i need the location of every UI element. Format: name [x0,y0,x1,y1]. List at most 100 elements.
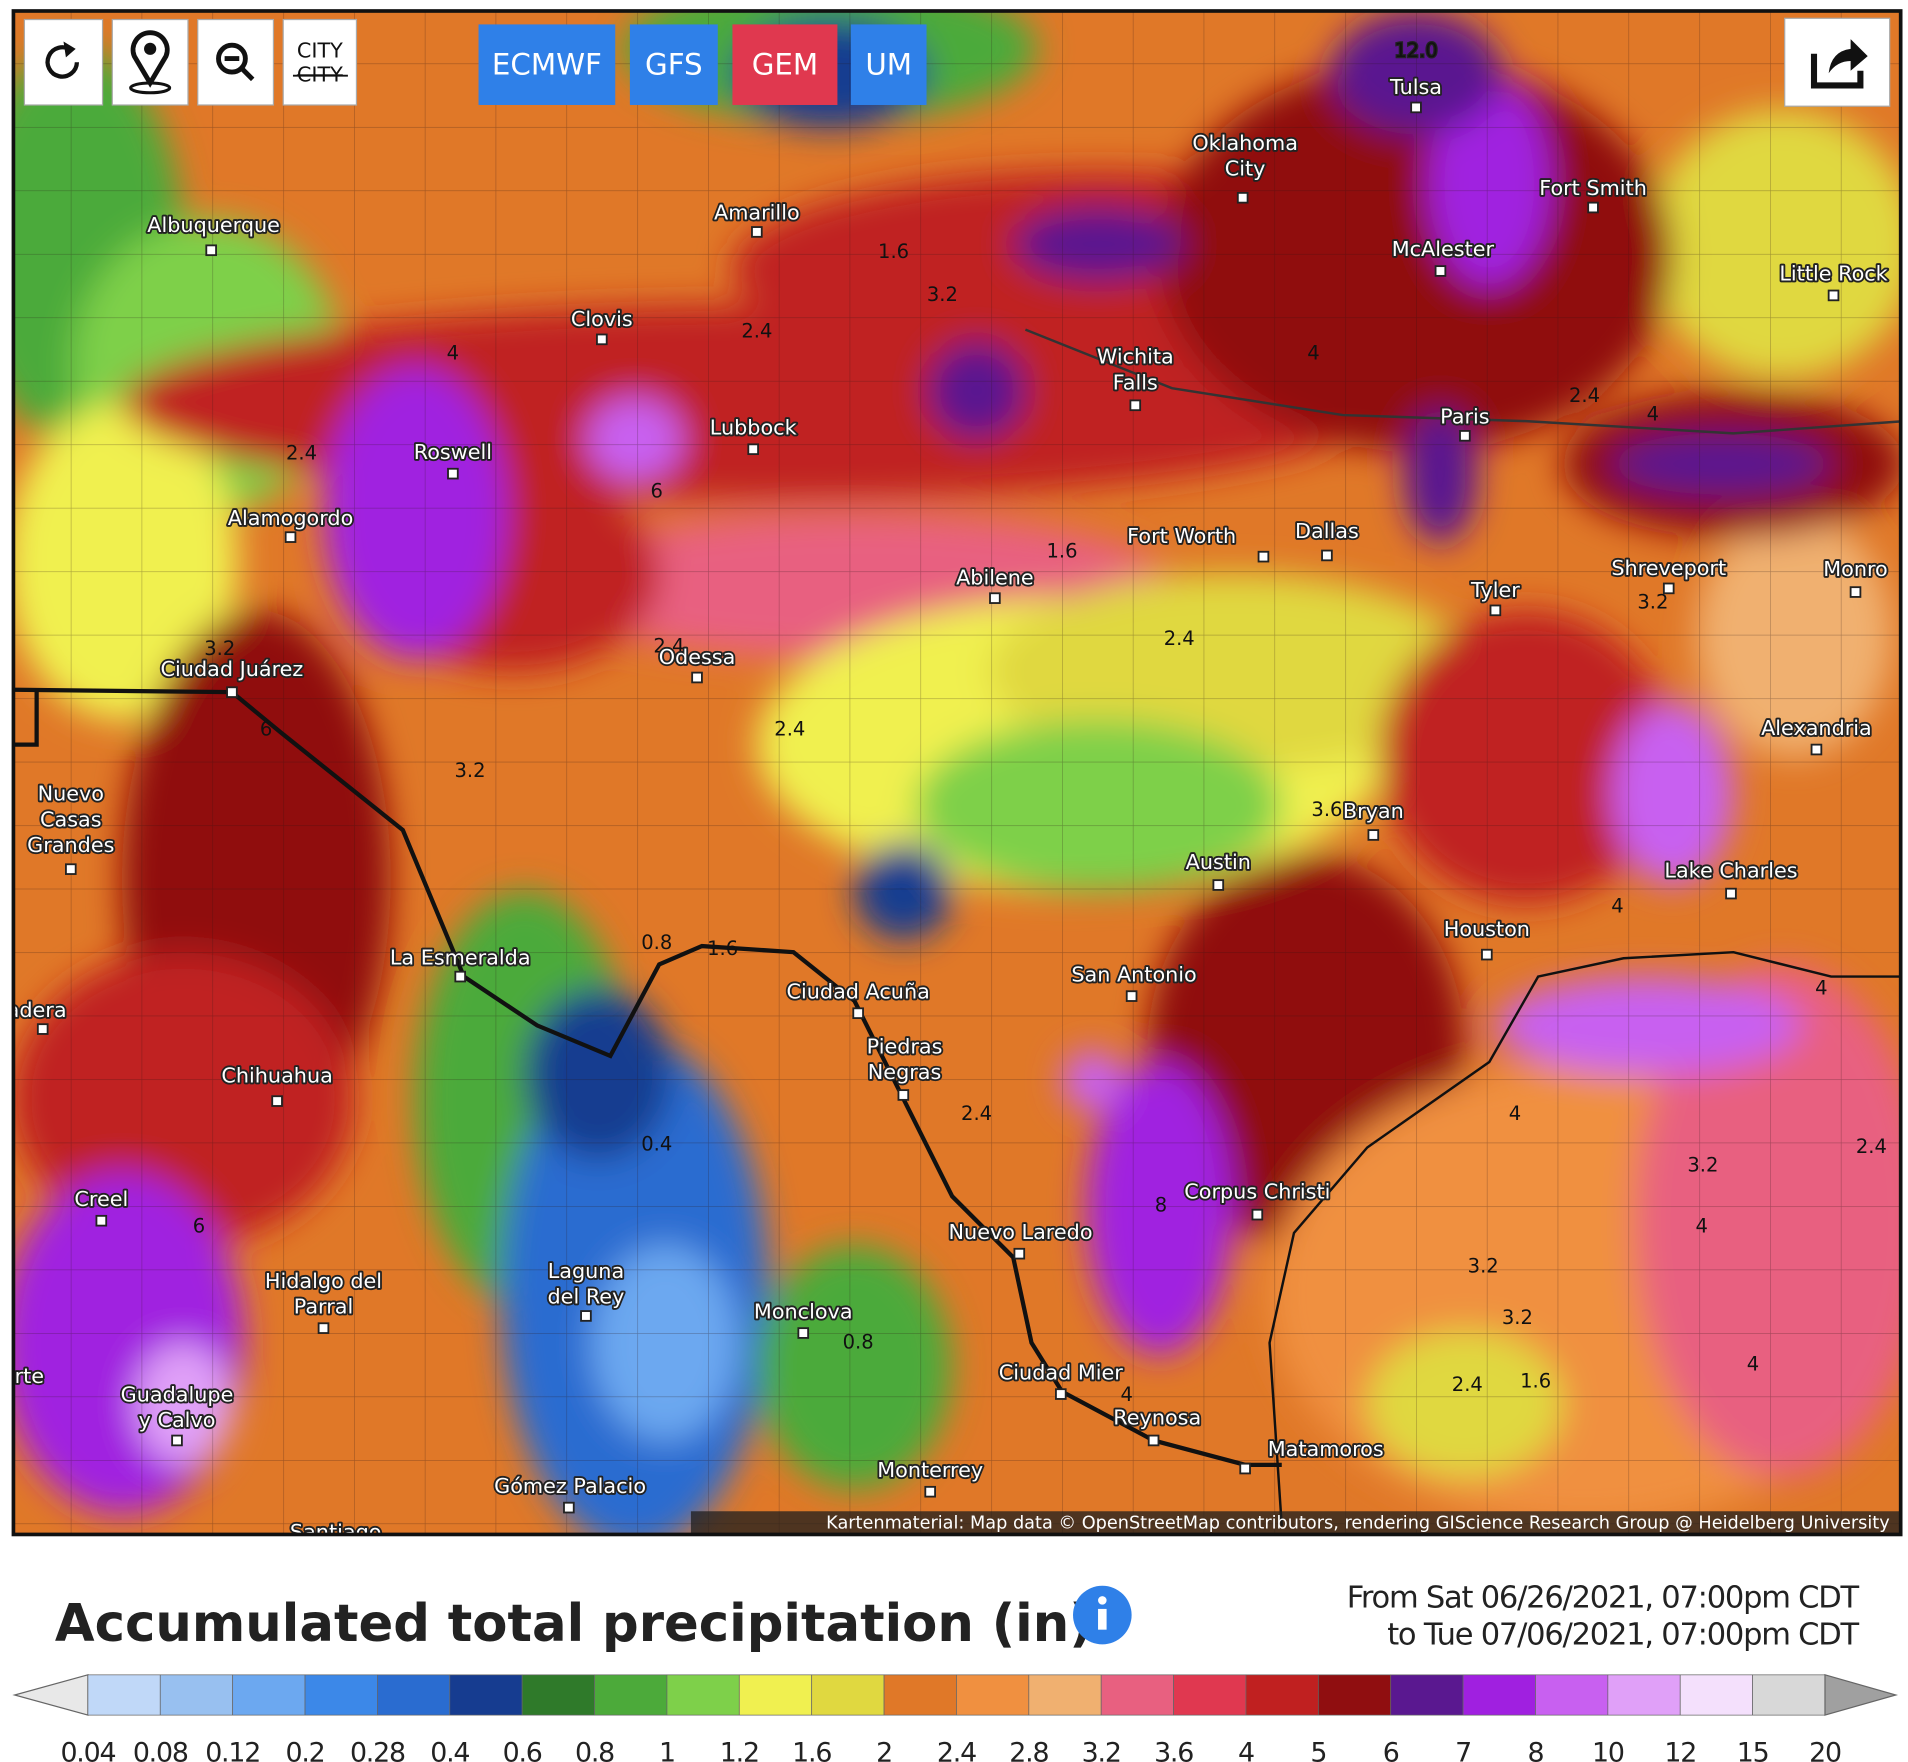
city-name: Creel [74,1187,128,1211]
toolbar: CITY CITY ECMWF GFS GEM UM [23,17,1891,107]
contour-label: 4 [1815,976,1827,999]
city-name: rte [15,1364,44,1388]
model-button[interactable] [850,24,927,105]
legend-tick-label: 8 [1528,1738,1544,1762]
city-name: Roswell [414,440,492,464]
city-name: Ciudad Mier [999,1360,1123,1384]
city-name: La Esmeralda [390,945,531,969]
contour-label: 4 [1611,895,1623,918]
legend-swatch [666,1674,740,1716]
city-marker [1434,265,1447,277]
legend-swatch [87,1674,161,1716]
city-marker [596,333,608,346]
city-name: Shreveport [1611,556,1726,580]
city-name: Tulsa [1389,75,1442,99]
city-name: Ciudad Acuña [787,979,930,1003]
city-marker [1013,1247,1026,1260]
zoom-out-button[interactable] [197,18,275,106]
model-label[interactable]: GFS [645,47,703,81]
city-marker [331,1536,341,1546]
contour-label: 12.0 [1394,39,1437,62]
city-name: Austin [1186,850,1251,874]
model-button[interactable] [629,24,718,105]
city-marker [205,244,217,257]
model-button[interactable] [732,24,838,105]
city-marker [747,443,759,456]
city-name: Wichita [1097,345,1174,369]
city-name: Chihuahua [221,1064,332,1088]
model-label[interactable]: UM [865,47,912,81]
contour-label: 3.2 [1502,1306,1533,1329]
city-name: McAlester [1392,237,1495,261]
city-name: Clovis [571,307,633,331]
map[interactable]: 12.0 1.6 3.2 2.4 4 2.4 6 4 2.4 4 1.6 2.4 3.2 3.2 2.4 2.… [0,0,1908,1550]
model-label[interactable]: ECMWF [492,47,602,81]
city-name: y Calvo [139,1408,216,1432]
city-marker [1810,743,1823,756]
legend-tick-label: 0.4 [430,1738,469,1762]
city-name: Piedras [867,1034,943,1058]
model-label[interactable]: GEM [752,47,818,81]
legend-swatch [1824,1674,1899,1716]
location-button[interactable] [111,18,189,106]
legend-swatch [159,1674,234,1716]
city-name: Fort Smith [1539,176,1647,200]
reload-button[interactable] [23,18,104,106]
city-toggle-button[interactable]: CITY CITY [282,18,358,106]
city-marker [447,467,459,480]
city-marker [1129,399,1142,412]
city-name: Bryan [1343,799,1404,823]
model-button[interactable] [478,24,616,105]
city-name: Fort Worth [1127,524,1236,548]
legend-swatch [521,1674,595,1716]
contour-label: 6 [651,479,663,502]
city-name: Gómez Palacio [494,1474,646,1498]
share-button[interactable] [1784,17,1891,107]
legend-tick-label: 0.04 [60,1738,115,1762]
contour-label: 3.2 [1468,1255,1499,1278]
city-marker [1587,201,1599,214]
legend-tick-label: 12 [1664,1738,1696,1762]
city-name: Dallas [1295,519,1359,543]
city-name: Amarillo [714,201,800,225]
legend-swatch [956,1674,1030,1716]
period-end: to Tue 07/06/2021, 07:00pm CDT [1387,1617,1859,1652]
info-button[interactable] [1073,1585,1132,1645]
contour-labels: 12.0 1.6 3.2 2.4 4 2.4 6 4 2.4 4 1.6 2.4 3.2 3.2 2.4 2.… [193,38,1887,1406]
city-marker [284,531,297,543]
city-name: Little Rock [1779,262,1887,286]
legend-tick-label: 7 [1455,1738,1471,1762]
city-marker [1239,1462,1251,1475]
city-marker [1055,1388,1067,1400]
city-marker [36,1023,49,1035]
city-name: Nuevo [38,782,104,806]
city-marker [271,1095,283,1107]
legend-tick-label: 0.28 [350,1738,405,1762]
city-name: Monterrey [877,1458,983,1482]
legend-swatch [738,1674,813,1716]
city-name: Reynosa [1113,1405,1201,1429]
contour-label: 2.4 [1164,627,1195,650]
national-border [14,689,39,747]
city-marker [317,1322,330,1334]
city-marker [1489,604,1502,617]
legend-swatch [304,1674,378,1716]
city-name: Oklahoma [1192,131,1298,155]
city-name: Alamogordo [228,506,353,530]
legend-swatch [811,1674,885,1716]
city-marker [1459,430,1471,442]
legend-tick-label: 2.4 [937,1738,976,1762]
city-name: Falls [1113,370,1158,394]
legend-swatch [883,1674,957,1716]
city-name: Monclova [754,1299,853,1323]
city-marker [797,1327,810,1339]
legend-swatch [449,1674,523,1716]
contour-label: 0.4 [641,1133,672,1156]
state-border [1024,328,1900,435]
legend-swatch [1173,1674,1247,1716]
legend-tick-label: 1.2 [720,1738,759,1762]
city-name: Tyler [1470,578,1520,602]
city-marker [1251,1208,1264,1221]
